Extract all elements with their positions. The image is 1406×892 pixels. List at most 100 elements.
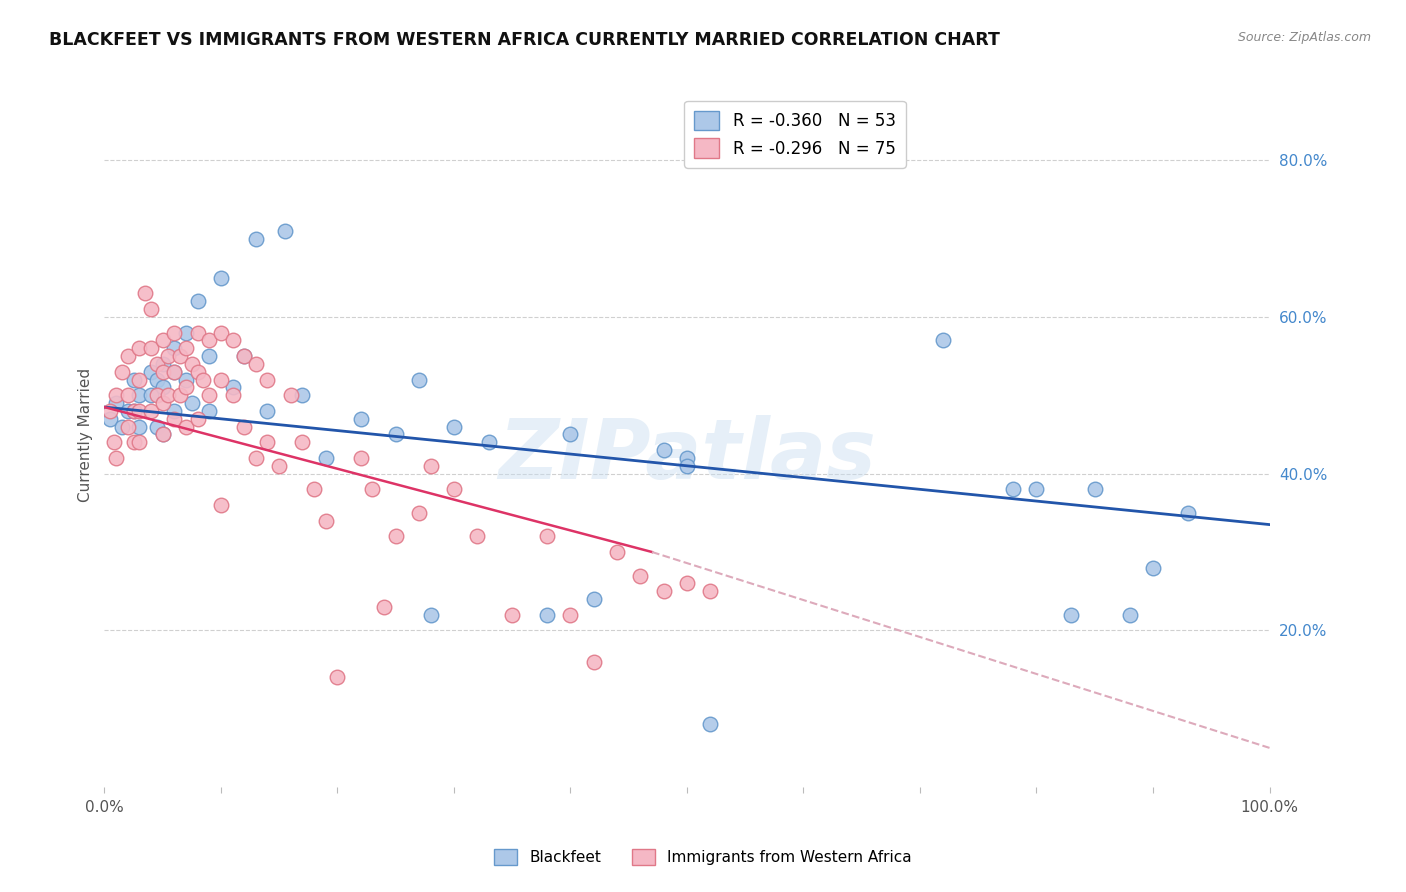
Point: [676, 450, 699, 465]
Point: [419, 458, 441, 473]
Point: [408, 373, 430, 387]
Point: [221, 334, 243, 348]
Point: [361, 483, 384, 497]
Point: [174, 373, 197, 387]
Point: [280, 388, 302, 402]
Point: [187, 365, 209, 379]
Text: BLACKFEET VS IMMIGRANTS FROM WESTERN AFRICA CURRENTLY MARRIED CORRELATION CHART: BLACKFEET VS IMMIGRANTS FROM WESTERN AFR…: [49, 31, 1000, 49]
Point: [157, 349, 180, 363]
Point: [128, 373, 150, 387]
Point: [198, 388, 221, 402]
Point: [478, 435, 501, 450]
Point: [122, 373, 145, 387]
Point: [209, 498, 232, 512]
Point: [139, 404, 162, 418]
Point: [174, 380, 197, 394]
Point: [1060, 607, 1083, 622]
Point: [174, 419, 197, 434]
Point: [134, 286, 156, 301]
Point: [582, 655, 605, 669]
Point: [105, 388, 128, 402]
Point: [122, 404, 145, 418]
Point: [146, 357, 169, 371]
Point: [128, 435, 150, 450]
Point: [122, 435, 145, 450]
Point: [152, 365, 174, 379]
Point: [146, 388, 169, 402]
Point: [1142, 560, 1164, 574]
Point: [139, 302, 162, 317]
Point: [174, 341, 197, 355]
Point: [105, 450, 128, 465]
Point: [122, 404, 145, 418]
Point: [198, 404, 221, 418]
Point: [245, 450, 267, 465]
Point: [443, 419, 465, 434]
Point: [209, 270, 232, 285]
Point: [326, 670, 349, 684]
Point: [560, 607, 582, 622]
Point: [443, 483, 465, 497]
Point: [233, 349, 256, 363]
Point: [676, 458, 699, 473]
Point: [209, 373, 232, 387]
Point: [163, 326, 186, 340]
Point: [384, 427, 406, 442]
Point: [315, 450, 337, 465]
Y-axis label: Currently Married: Currently Married: [79, 368, 93, 501]
Point: [157, 388, 180, 402]
Point: [117, 349, 139, 363]
Point: [245, 357, 267, 371]
Point: [98, 412, 121, 426]
Point: [128, 388, 150, 402]
Point: [163, 341, 186, 355]
Point: [152, 357, 174, 371]
Point: [117, 419, 139, 434]
Point: [1177, 506, 1199, 520]
Text: Source: ZipAtlas.com: Source: ZipAtlas.com: [1237, 31, 1371, 45]
Point: [198, 349, 221, 363]
Point: [221, 380, 243, 394]
Legend: Blackfeet, Immigrants from Western Africa: Blackfeet, Immigrants from Western Afric…: [488, 843, 918, 871]
Point: [233, 419, 256, 434]
Point: [193, 373, 215, 387]
Point: [699, 584, 721, 599]
Point: [152, 380, 174, 394]
Point: [233, 349, 256, 363]
Point: [98, 404, 121, 418]
Point: [582, 592, 605, 607]
Point: [652, 443, 675, 458]
Point: [1084, 483, 1107, 497]
Point: [117, 404, 139, 418]
Point: [163, 412, 186, 426]
Point: [146, 373, 169, 387]
Point: [163, 365, 186, 379]
Point: [350, 412, 373, 426]
Point: [315, 514, 337, 528]
Point: [256, 435, 278, 450]
Point: [105, 396, 128, 410]
Point: [606, 545, 628, 559]
Point: [111, 365, 134, 379]
Point: [1025, 483, 1047, 497]
Point: [152, 427, 174, 442]
Point: [291, 388, 314, 402]
Point: [139, 388, 162, 402]
Point: [256, 373, 278, 387]
Point: [384, 529, 406, 543]
Point: [256, 404, 278, 418]
Point: [465, 529, 488, 543]
Point: [174, 326, 197, 340]
Point: [128, 404, 150, 418]
Point: [221, 388, 243, 402]
Point: [1002, 483, 1025, 497]
Point: [152, 427, 174, 442]
Point: [560, 427, 582, 442]
Point: [291, 435, 314, 450]
Point: [536, 607, 558, 622]
Point: [302, 483, 325, 497]
Point: [128, 341, 150, 355]
Point: [139, 365, 162, 379]
Point: [274, 224, 297, 238]
Point: [652, 584, 675, 599]
